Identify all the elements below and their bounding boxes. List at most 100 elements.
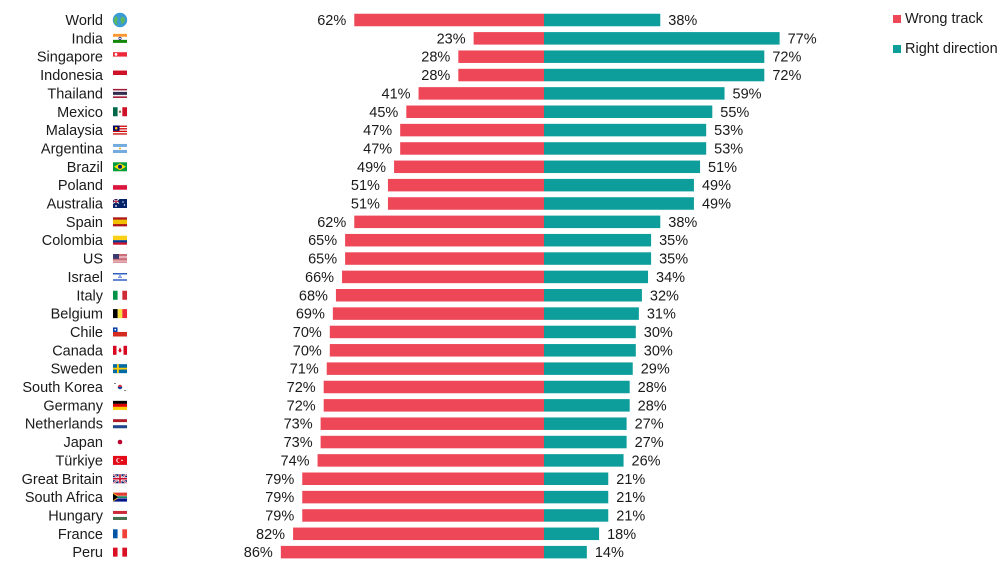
- bar-wrong-track-japan: [320, 435, 544, 449]
- bar-right-direction-israel: [544, 270, 649, 284]
- legend-swatch-wrong-track: [893, 15, 901, 23]
- bar-right-direction-brazil: [544, 160, 701, 174]
- chart-row-japan: Japan 73% 27%: [63, 435, 663, 451]
- mexico-flag-icon: [113, 107, 128, 117]
- bar-wrong-track-colombia: [345, 233, 544, 247]
- country-label-france: France: [58, 527, 103, 543]
- bar-wrong-track-sweden: [326, 362, 544, 375]
- data-label-wrong-track-argentina: 47%: [363, 141, 392, 157]
- bar-right-direction-turkiye: [544, 454, 624, 467]
- bar-right-direction-malaysia: [544, 123, 707, 137]
- japan-flag-icon: [113, 437, 127, 447]
- bar-wrong-track-south-korea: [323, 380, 544, 394]
- chart-row-thailand: Thailand 41% 59%: [47, 86, 761, 102]
- data-label-wrong-track-turkiye: 74%: [281, 453, 310, 469]
- bar-wrong-track-spain: [354, 215, 544, 229]
- legend-item-wrong-track: Wrong track: [893, 10, 1000, 28]
- country-label-malaysia: Malaysia: [46, 123, 104, 139]
- bar-wrong-track-italy: [335, 289, 544, 302]
- bar-wrong-track-argentina: [400, 142, 544, 155]
- data-label-right-direction-south-africa: 21%: [616, 490, 645, 506]
- country-label-peru: Peru: [72, 545, 103, 561]
- data-label-wrong-track-world: 62%: [317, 13, 346, 29]
- chart-row-argentina: Argentina 47% 53%: [41, 141, 743, 157]
- data-label-right-direction-japan: 27%: [635, 435, 664, 451]
- bar-right-direction-argentina: [544, 142, 707, 155]
- data-label-right-direction-poland: 49%: [702, 178, 731, 194]
- country-label-world: World: [65, 13, 103, 29]
- country-label-germany: Germany: [43, 398, 103, 414]
- chart-row-france: France 82% 18%: [58, 527, 636, 543]
- country-label-sweden: Sweden: [51, 362, 103, 378]
- data-label-wrong-track-poland: 51%: [351, 178, 380, 194]
- indonesia-flag-icon: [113, 70, 127, 80]
- data-label-right-direction-us: 35%: [659, 252, 688, 268]
- data-label-right-direction-world: 38%: [668, 13, 697, 29]
- data-label-right-direction-italy: 32%: [650, 288, 679, 304]
- data-label-wrong-track-mexico: 45%: [369, 105, 398, 121]
- country-label-thailand: Thailand: [47, 86, 103, 102]
- data-label-right-direction-peru: 14%: [595, 545, 624, 561]
- chart-row-chile: Chile 70% 30%: [70, 325, 673, 341]
- chart-row-colombia: Colombia 65% 35%: [42, 233, 688, 249]
- country-label-colombia: Colombia: [42, 233, 104, 249]
- chart-row-turkiye: Türkiye 74% 26%: [55, 453, 660, 469]
- italy-flag-icon: [113, 290, 128, 300]
- data-label-right-direction-south-korea: 28%: [638, 380, 667, 396]
- canada-flag-icon: [113, 345, 128, 355]
- bar-wrong-track-hungary: [302, 509, 544, 522]
- data-label-wrong-track-india: 23%: [437, 31, 466, 47]
- legend-item-right-direction: Right direction: [893, 40, 1000, 58]
- bar-right-direction-hungary: [544, 509, 609, 522]
- south-africa-flag-icon: [113, 492, 127, 502]
- australia-flag-icon: [112, 198, 127, 208]
- chart-row-great-britain: Great Britain 79% 21%: [22, 472, 646, 488]
- globe-icon: [112, 12, 128, 28]
- data-label-right-direction-argentina: 53%: [714, 141, 743, 157]
- bar-wrong-track-brazil: [394, 160, 544, 174]
- chart-row-india: India 23% 77%: [72, 31, 817, 47]
- country-label-japan: Japan: [63, 435, 103, 451]
- data-label-right-direction-turkiye: 26%: [632, 453, 661, 469]
- country-label-mexico: Mexico: [57, 105, 103, 121]
- bar-right-direction-mexico: [544, 105, 713, 118]
- bar-wrong-track-great-britain: [302, 472, 544, 485]
- israel-flag-icon: [113, 272, 127, 282]
- bar-right-direction-south-korea: [544, 380, 630, 394]
- country-label-canada: Canada: [52, 343, 104, 359]
- singapore-flag-icon: [113, 52, 127, 62]
- data-label-right-direction-sweden: 29%: [641, 362, 670, 378]
- data-label-right-direction-colombia: 35%: [659, 233, 688, 249]
- bar-right-direction-france: [544, 527, 600, 541]
- bar-wrong-track-australia: [387, 197, 544, 210]
- bar-wrong-track-chile: [329, 325, 544, 339]
- chart-row-south-korea: South Korea 72% 28%: [22, 380, 666, 396]
- country-label-south-korea: South Korea: [22, 380, 104, 396]
- data-label-right-direction-singapore: 72%: [772, 50, 801, 66]
- data-label-right-direction-germany: 28%: [638, 398, 667, 414]
- data-label-wrong-track-singapore: 28%: [421, 50, 450, 66]
- chart-row-south-africa: South Africa 79% 21%: [25, 490, 646, 506]
- country-label-spain: Spain: [66, 215, 103, 231]
- data-label-wrong-track-spain: 62%: [317, 215, 346, 231]
- legend-label-right-direction: Right direction: [905, 41, 998, 57]
- thailand-flag-icon: [113, 88, 127, 98]
- data-label-wrong-track-france: 82%: [256, 527, 285, 543]
- legend-swatch-right-direction: [893, 45, 901, 53]
- bar-wrong-track-peru: [280, 545, 544, 559]
- country-label-hungary: Hungary: [48, 508, 104, 524]
- data-label-wrong-track-south-africa: 79%: [265, 490, 294, 506]
- bar-wrong-track-us: [345, 252, 544, 265]
- bar-right-direction-us: [544, 252, 652, 265]
- bar-wrong-track-world: [354, 13, 544, 27]
- country-label-singapore: Singapore: [37, 50, 103, 66]
- bar-right-direction-indonesia: [544, 68, 765, 82]
- bar-wrong-track-india: [473, 32, 544, 45]
- sweden-flag-icon: [113, 364, 127, 374]
- data-label-right-direction-india: 77%: [788, 31, 817, 47]
- belgium-flag-icon: [113, 309, 128, 319]
- bar-right-direction-belgium: [544, 307, 639, 320]
- country-label-brazil: Brazil: [67, 160, 103, 176]
- chart-row-australia: Australia 51% 49%: [47, 197, 731, 213]
- bar-wrong-track-poland: [387, 178, 544, 192]
